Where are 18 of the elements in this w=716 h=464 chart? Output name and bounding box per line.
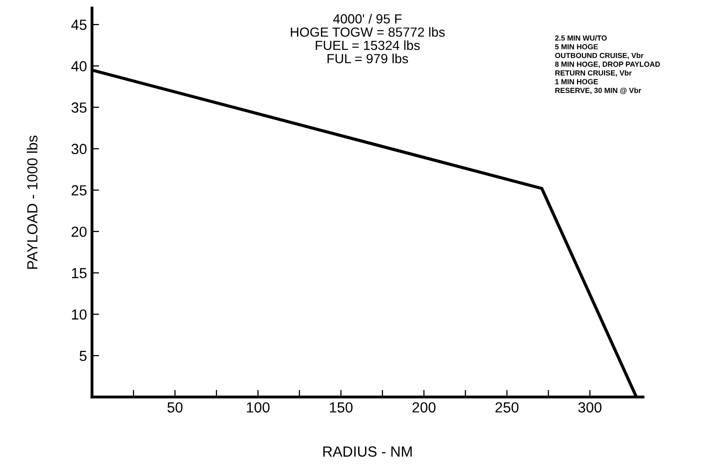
y-tick-label: 25 [72,185,87,196]
y-tick-label: 40 [71,61,87,72]
x-tick-label: 100 [246,402,270,413]
x-tick-label: 300 [578,402,602,413]
y-tick-label: 30 [71,144,87,154]
y-tick-label: 10 [72,309,87,320]
y-tick-label: 20 [72,226,87,237]
x-axis-title: RADIUS - NM [323,446,412,457]
y-tick-label: 5 [80,350,87,362]
x-tick-label: 250 [495,402,519,413]
x-tick-label: 200 [412,402,436,413]
annotation: 4000' / 95 F HOGE TOGW = 85772 lbs FUEL = 15324 lbs FUL = 979 lbs [290,14,445,64]
y-tick-label: 15 [72,268,87,278]
y-tick-label: 35 [71,102,87,113]
x-tick-label: 50 [167,402,183,413]
x-tick-label: 150 [330,402,353,413]
y-axis-title: PAYLOAD - 1000 lbs [26,136,38,269]
y-tick-label: 45 [71,20,87,30]
